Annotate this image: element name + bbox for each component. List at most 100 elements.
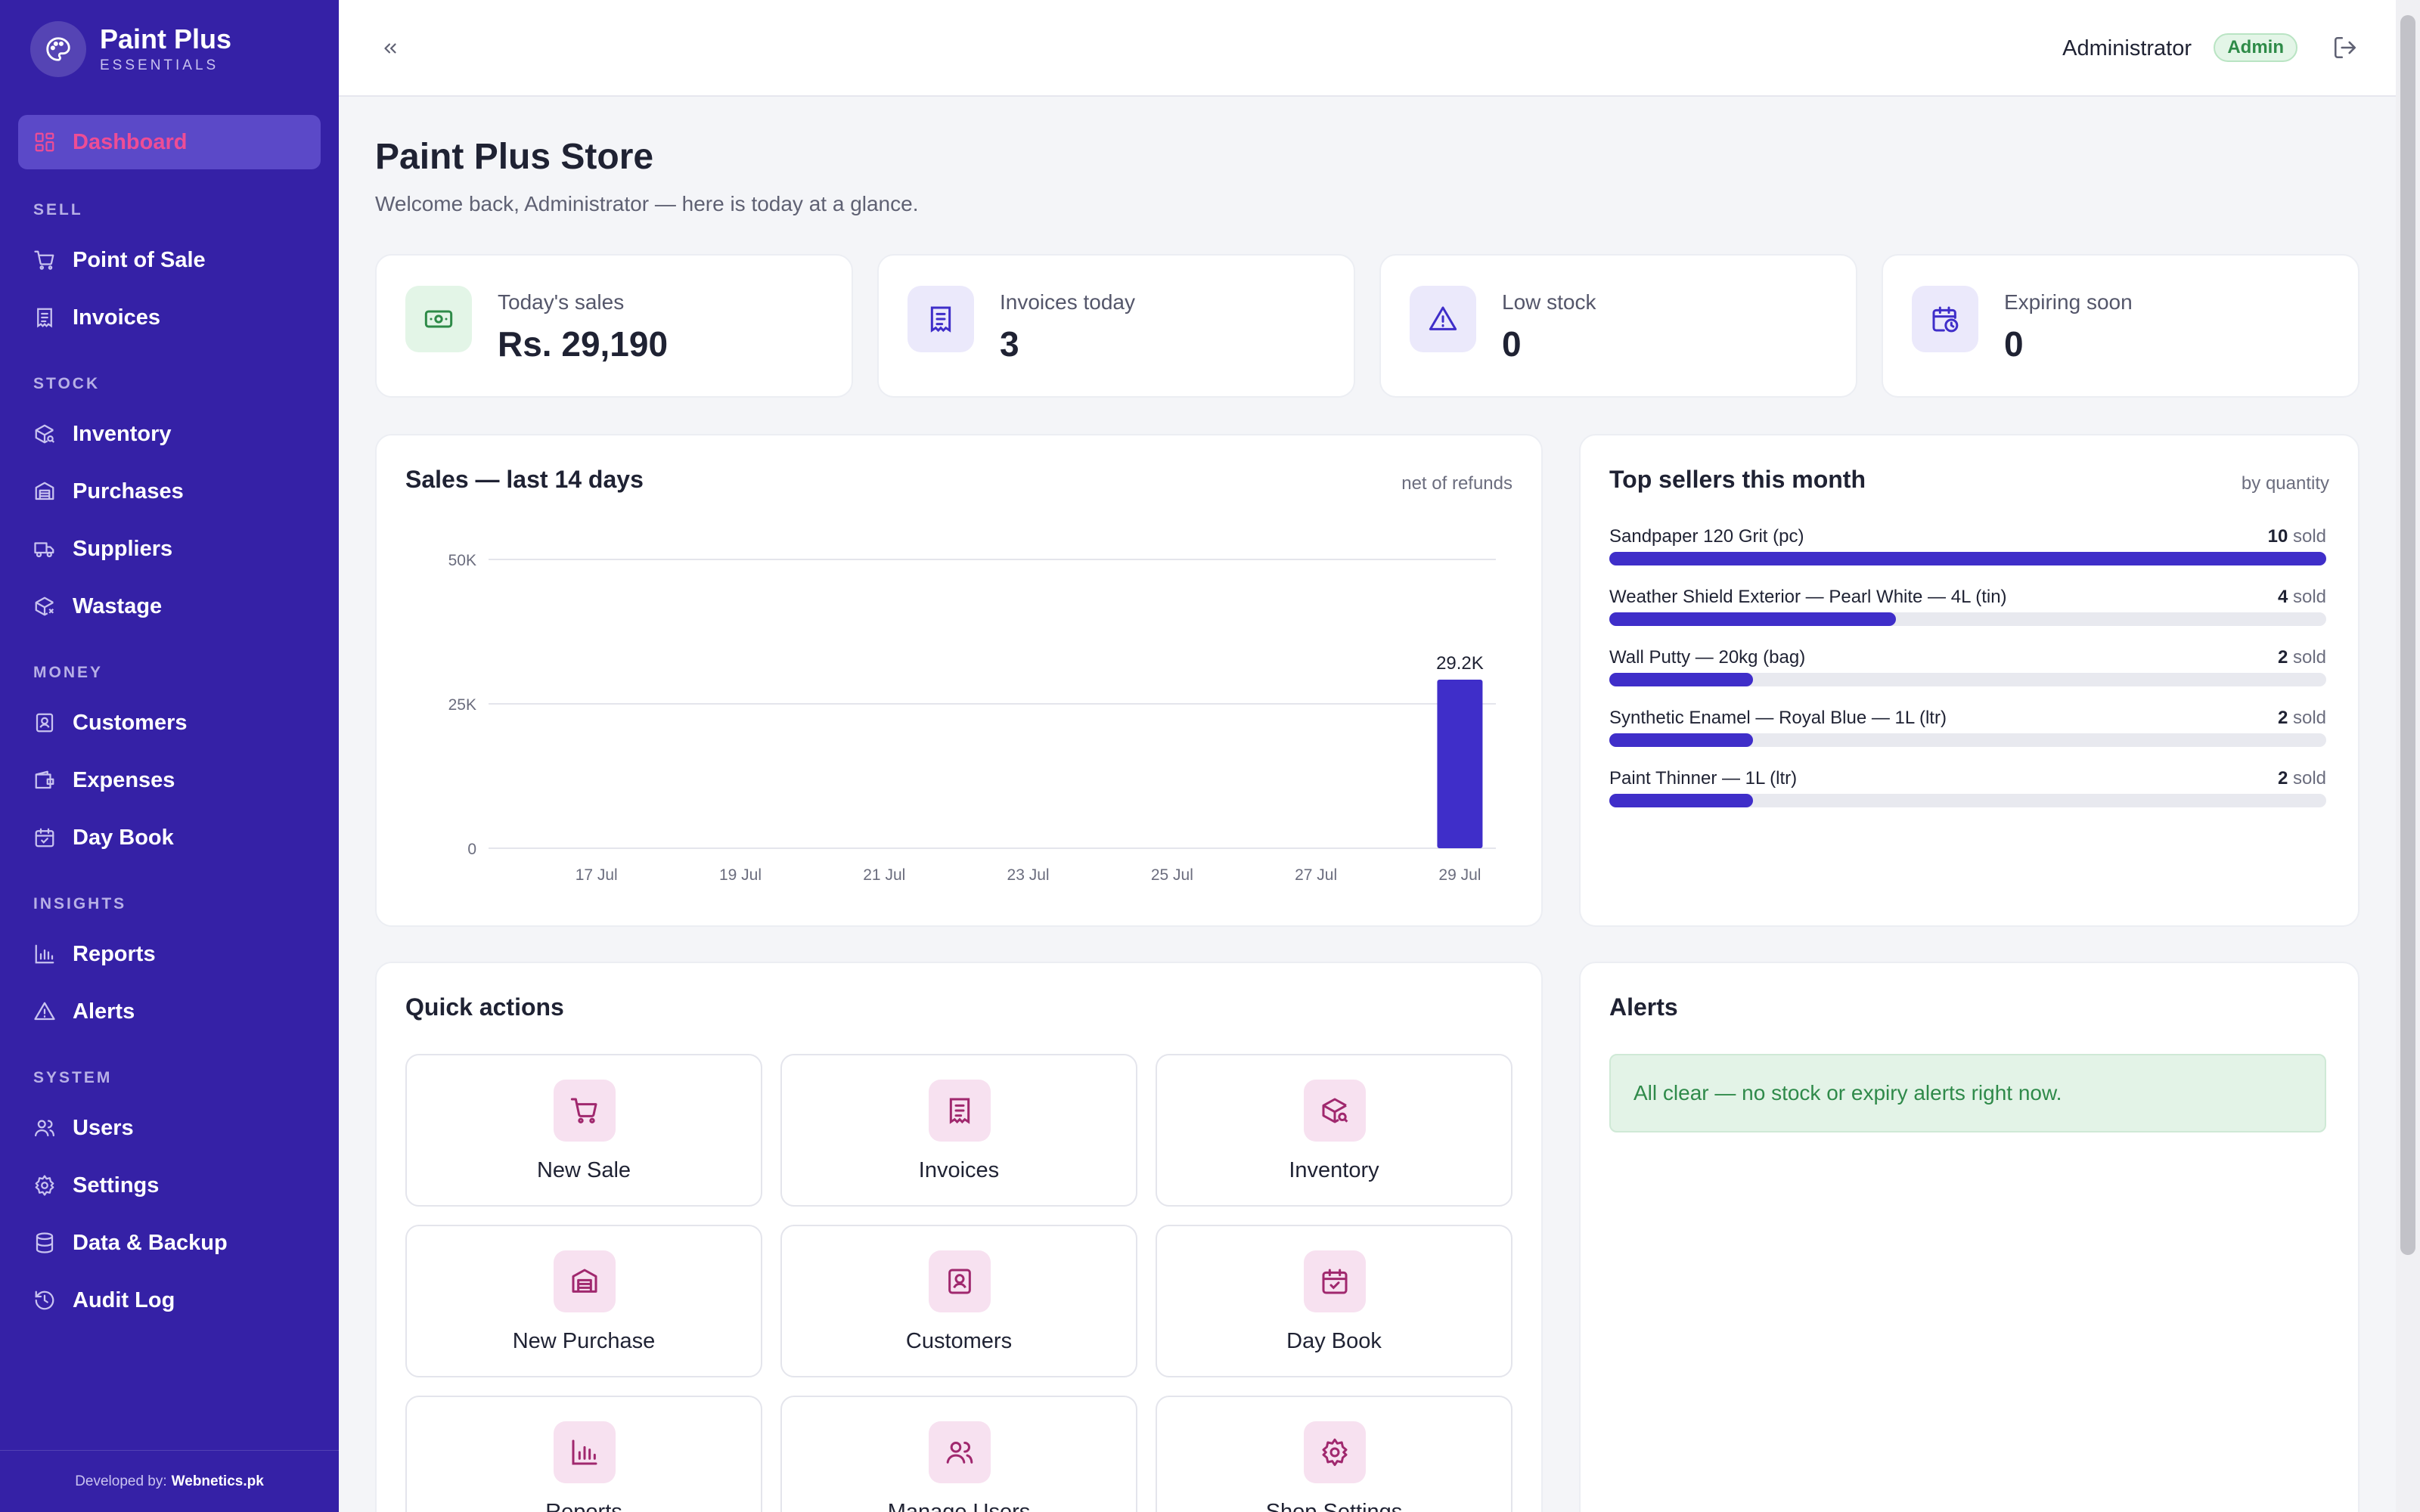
quick-action-manage-users[interactable]: Manage Users	[780, 1396, 1137, 1512]
quick-action-new-sale[interactable]: New Sale	[405, 1054, 762, 1207]
sidebar-item-label: Purchases	[73, 479, 184, 503]
sidebar-item-users[interactable]: Users	[18, 1101, 321, 1155]
stat-label: Invoices today	[1000, 290, 1135, 314]
quick-actions-card: Quick actions New Sale Invoices Inventor…	[375, 962, 1543, 1512]
sidebar-item-purchases[interactable]: Purchases	[18, 464, 321, 519]
nav-section-system: SYSTEM	[33, 1069, 113, 1086]
alerts-all-clear-message: All clear — no stock or expiry alerts ri…	[1609, 1054, 2326, 1132]
sidebar-item-alerts[interactable]: Alerts	[18, 984, 321, 1039]
contact-icon	[33, 711, 56, 734]
top-seller-name: Paint Thinner — 1L (ltr)	[1609, 768, 1798, 789]
top-seller-bar-fill	[1609, 733, 1753, 747]
quick-action-customers[interactable]: Customers	[780, 1225, 1137, 1377]
alerts-card: Alerts All clear — no stock or expiry al…	[1579, 962, 2360, 1512]
page-title: Paint Plus Store	[375, 137, 654, 177]
quick-action-label: Reports	[545, 1500, 622, 1512]
brand[interactable]: Paint Plus ESSENTIALS	[30, 21, 231, 77]
chart-x-tick-label: 19 Jul	[719, 866, 762, 884]
sidebar-item-reports[interactable]: Reports	[18, 927, 321, 981]
top-seller-name: Wall Putty — 20kg (bag)	[1609, 647, 1806, 668]
stat-card-todays-sales: Today's sales Rs. 29,190	[375, 254, 853, 398]
sidebar-item-settings[interactable]: Settings	[18, 1158, 321, 1213]
quick-action-label: New Purchase	[512, 1329, 656, 1353]
page-scrollbar[interactable]	[2396, 0, 2420, 1512]
quick-action-reports[interactable]: Reports	[405, 1396, 762, 1512]
sidebar-item-label: Customers	[73, 710, 188, 735]
stat-card-invoices-today: Invoices today 3	[877, 254, 1355, 398]
package-search-icon	[33, 423, 56, 445]
top-sellers-note: by quantity	[2241, 473, 2329, 494]
sidebar-item-customers[interactable]: Customers	[18, 696, 321, 750]
truck-icon	[33, 538, 56, 560]
sales-card-title: Sales — last 14 days	[405, 466, 644, 493]
cash-icon	[405, 286, 472, 352]
collapse-sidebar-button[interactable]	[375, 33, 405, 64]
quick-action-label: Day Book	[1286, 1329, 1382, 1353]
sales-chart: 0 25K 50K 17 Jul 19 Jul 21 Jul 23 Jul 25 Jul 27 …	[448, 552, 1496, 884]
top-seller-count: 2 sold	[2277, 647, 2326, 668]
gear-icon	[33, 1174, 56, 1197]
top-seller-name: Weather Shield Exterior — Pearl White — …	[1609, 587, 2007, 607]
sidebar-item-audit-log[interactable]: Audit Log	[18, 1273, 321, 1328]
developer-link[interactable]: Webnetics.pk	[171, 1473, 264, 1489]
quick-action-shop-settings[interactable]: Shop Settings	[1156, 1396, 1512, 1512]
sidebar-item-label: Point of Sale	[73, 247, 206, 272]
top-seller-row: Synthetic Enamel — Royal Blue — 1L (ltr)…	[1609, 708, 2326, 761]
nav-section-stock: STOCK	[33, 375, 101, 392]
chart-x-tick-label: 27 Jul	[1295, 866, 1337, 884]
top-seller-row: Weather Shield Exterior — Pearl White — …	[1609, 587, 2326, 640]
sidebar-item-label: Users	[73, 1115, 134, 1140]
package-search-icon	[1304, 1080, 1366, 1142]
top-seller-bar-track	[1609, 552, 2326, 565]
dashboard-icon	[33, 131, 56, 153]
top-seller-count: 2 sold	[2277, 708, 2326, 728]
sidebar-item-invoices[interactable]: Invoices	[18, 290, 321, 345]
sidebar-item-label: Data & Backup	[73, 1230, 228, 1255]
top-seller-row: Sandpaper 120 Grit (pc) 10 sold	[1609, 526, 2326, 579]
alert-triangle-icon	[33, 1000, 56, 1023]
chart-data-label: 29.2K	[1436, 653, 1484, 674]
top-sellers-card: Top sellers this month by quantity Sandp…	[1579, 434, 2360, 927]
sidebar-item-data-backup[interactable]: Data & Backup	[18, 1216, 321, 1270]
quick-actions-title: Quick actions	[405, 993, 564, 1021]
quick-action-invoices[interactable]: Invoices	[780, 1054, 1137, 1207]
chart-bar	[1437, 679, 1483, 848]
logout-button[interactable]	[2332, 35, 2360, 62]
database-icon	[33, 1232, 56, 1254]
stat-card-expiring-soon: Expiring soon 0	[1882, 254, 2360, 398]
bar-chart-icon	[554, 1421, 616, 1483]
chart-x-tick-label: 21 Jul	[863, 866, 905, 884]
sidebar-item-inventory[interactable]: Inventory	[18, 407, 321, 461]
sidebar-item-suppliers[interactable]: Suppliers	[18, 522, 321, 576]
sales-card-note: net of refunds	[1401, 473, 1512, 494]
sidebar-item-expenses[interactable]: Expenses	[18, 753, 321, 807]
quick-action-inventory[interactable]: Inventory	[1156, 1054, 1512, 1207]
calendar-check-icon	[1304, 1250, 1366, 1312]
quick-action-new-purchase[interactable]: New Purchase	[405, 1225, 762, 1377]
sidebar-item-dashboard[interactable]: Dashboard	[18, 115, 321, 169]
top-seller-bar-fill	[1609, 673, 1753, 686]
stat-value: 3	[1000, 324, 1019, 364]
gear-icon	[1304, 1421, 1366, 1483]
cart-icon	[554, 1080, 616, 1142]
sidebar-item-label: Alerts	[73, 999, 135, 1024]
quick-action-label: Manage Users	[887, 1500, 1031, 1512]
wallet-icon	[33, 769, 56, 792]
scroll-thumb[interactable]	[2400, 15, 2415, 1255]
users-icon	[929, 1421, 991, 1483]
top-seller-count: 10 sold	[2267, 526, 2326, 547]
sidebar-item-point-of-sale[interactable]: Point of Sale	[18, 233, 321, 287]
quick-action-day-book[interactable]: Day Book	[1156, 1225, 1512, 1377]
top-seller-count: 4 sold	[2277, 587, 2326, 607]
sidebar-item-wastage[interactable]: Wastage	[18, 579, 321, 634]
palette-icon	[30, 21, 86, 77]
logout-icon	[2334, 36, 2356, 59]
sales-chart-card: Sales — last 14 days net of refunds 0 25K…	[375, 434, 1543, 927]
nav-section-money: MONEY	[33, 664, 104, 681]
nav-section-sell: SELL	[33, 201, 83, 218]
sidebar-item-label: Expenses	[73, 767, 175, 792]
sidebar-item-label: Suppliers	[73, 536, 173, 561]
sidebar-item-day-book[interactable]: Day Book	[18, 810, 321, 865]
footer-prefix: Developed by:	[75, 1473, 167, 1489]
top-seller-bar-fill	[1609, 612, 1897, 626]
